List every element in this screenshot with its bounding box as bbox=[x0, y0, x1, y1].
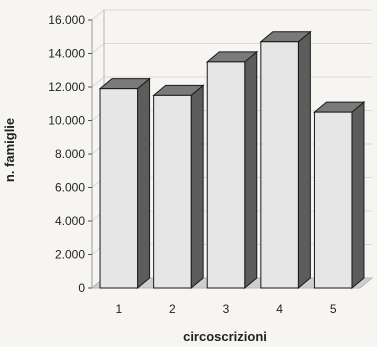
bar bbox=[152, 84, 205, 290]
x-tick-label: 4 bbox=[276, 302, 283, 316]
x-tick-label: 5 bbox=[330, 302, 337, 316]
bar-front bbox=[206, 61, 246, 289]
bar bbox=[313, 101, 366, 290]
y-tick-label: 10.000 bbox=[48, 114, 85, 128]
y-tick-label: 14.000 bbox=[48, 47, 85, 61]
bar bbox=[259, 30, 312, 290]
y-tick-labels: 0 2.000 4.000 6.000 8.000 10.000 12.000 14.000 1… bbox=[48, 13, 92, 295]
bar bbox=[98, 77, 151, 290]
y-tick-label: 4.000 bbox=[55, 214, 85, 228]
gridline bbox=[91, 9, 372, 21]
bar-side bbox=[297, 30, 311, 290]
bar bbox=[205, 50, 259, 290]
x-axis-label: circoscrizioni bbox=[183, 329, 267, 344]
x-tick-label: 3 bbox=[223, 302, 230, 316]
x-tick-labels: 1 2 3 4 5 bbox=[115, 302, 336, 316]
y-tick-label: 12.000 bbox=[48, 80, 85, 94]
y-tick-label: 2.000 bbox=[55, 248, 85, 262]
bar-side bbox=[351, 101, 365, 290]
x-tick-label: 2 bbox=[169, 302, 176, 316]
bars bbox=[98, 30, 366, 290]
y-axis-label: n. famiglie bbox=[2, 118, 17, 182]
bar-front bbox=[260, 41, 299, 289]
x-tick-label: 1 bbox=[115, 302, 122, 316]
bar-front bbox=[313, 111, 353, 289]
y-tick-label: 6.000 bbox=[55, 181, 85, 195]
bar-side bbox=[190, 84, 204, 290]
bar-front bbox=[153, 94, 192, 289]
y-tick-label: 8.000 bbox=[55, 147, 85, 161]
y-tick-label: 16.000 bbox=[48, 13, 85, 27]
bar-front bbox=[99, 88, 139, 289]
bar-side bbox=[244, 50, 258, 290]
y-tick-label: 0 bbox=[78, 281, 85, 295]
bar-side bbox=[137, 77, 151, 290]
